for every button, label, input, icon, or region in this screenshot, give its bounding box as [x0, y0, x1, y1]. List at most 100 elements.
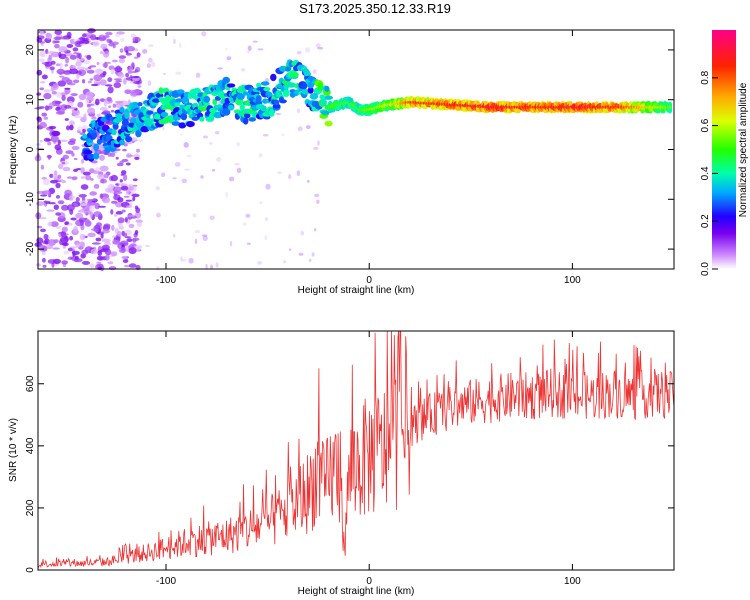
spectrogram-cell — [60, 230, 66, 238]
spectrogram-cell — [55, 195, 61, 199]
spectrogram-cell — [90, 178, 94, 181]
spectrogram-cell — [73, 109, 80, 116]
spectrogram-cell — [116, 65, 121, 70]
spectrogram-cell — [86, 138, 94, 144]
snr-series-line — [37, 330, 675, 569]
spectrogram-cell — [126, 205, 133, 209]
spectrogram-cell — [115, 201, 124, 208]
spectrogram-cell — [74, 115, 82, 118]
spectrogram-cell — [146, 110, 154, 115]
spectrogram-cell — [277, 171, 282, 174]
spectrogram-cell — [201, 31, 207, 37]
spectrogram-cell — [114, 116, 123, 122]
spectrogram-cell — [135, 219, 143, 223]
chart-title: S173.2025.350.12.33.R19 — [299, 1, 451, 16]
spectrogram-cell — [76, 66, 86, 70]
spectrogram-cell — [668, 105, 672, 109]
spectrogram-cell — [282, 89, 290, 97]
spectrogram-cell — [99, 107, 108, 111]
spectrogram-cell — [260, 81, 270, 86]
spectrogram-cell — [115, 156, 119, 160]
spectrogram-cell — [73, 258, 83, 263]
spectrogram-cell — [134, 156, 140, 160]
spectrogram-cell — [128, 214, 136, 218]
spectrogram-cell — [41, 112, 47, 117]
spectrogram-cell — [64, 189, 72, 197]
spectrogram-cell — [125, 46, 135, 52]
spectrogram-cell — [128, 247, 137, 255]
spectrogram-y-tick-label: 20 — [25, 44, 36, 56]
spectrogram-cell — [80, 43, 87, 46]
spectrogram-cell — [255, 95, 262, 103]
spectrogram-cell — [131, 76, 140, 79]
spectrogram-cell — [45, 138, 52, 142]
spectrogram-cell — [65, 150, 74, 155]
spectrogram-cell — [57, 200, 65, 205]
spectrogram-cell — [54, 144, 62, 151]
spectrogram-cell — [277, 83, 283, 89]
spectrogram-cell — [82, 128, 86, 133]
spectrogram-cell — [47, 57, 52, 63]
spectrogram-cell — [61, 94, 66, 101]
spectrogram-cell — [115, 104, 121, 108]
spectrogram-cell — [110, 209, 114, 215]
spectrogram-cell — [258, 153, 263, 158]
spectrogram-cell — [82, 33, 87, 38]
spectrogram-cell — [85, 67, 89, 72]
spectrogram-cell — [47, 259, 57, 264]
spectrogram-cell — [160, 111, 169, 118]
spectrogram-cell — [65, 56, 70, 64]
spectrogram-cell — [55, 225, 62, 230]
spectrogram-cell — [87, 80, 92, 84]
spectrogram-cell — [112, 235, 117, 238]
spectrogram-cell — [39, 50, 46, 58]
spectrogram-cell — [83, 60, 90, 65]
spectrogram-cell — [95, 167, 100, 172]
spectrogram-cell — [181, 178, 188, 184]
spectrogram-cell — [89, 263, 95, 269]
spectrogram-cell — [284, 66, 291, 72]
colorbar-tick-label: 0.0 — [700, 262, 711, 276]
spectrogram-cell — [98, 34, 106, 42]
spectrogram-cell — [59, 36, 69, 40]
spectrogram-cell — [311, 252, 315, 257]
spectrogram-cell — [103, 100, 107, 107]
spectrogram-cell — [85, 174, 92, 181]
spectrogram-cell — [105, 31, 113, 36]
spectrogram-cell — [43, 200, 51, 203]
spectrogram-cell — [245, 213, 251, 218]
spectrogram-cell — [47, 239, 57, 246]
spectrogram-cell — [119, 222, 124, 229]
spectrogram-cell — [161, 172, 166, 178]
spectrogram-cell — [92, 152, 100, 160]
snr-y-ticks: 0 200 400 600 — [25, 375, 674, 573]
spectrogram-cell — [324, 85, 330, 92]
spectrogram-cell — [47, 154, 51, 160]
spectrogram-cell — [103, 173, 109, 179]
spectrogram-cell — [106, 96, 112, 102]
spectrogram-cell — [86, 103, 95, 107]
spectrogram-cell — [73, 52, 78, 55]
spectrogram-cell — [117, 73, 125, 79]
spectrogram-cell — [324, 95, 333, 100]
spectrogram-cell — [312, 69, 317, 75]
spectrogram-cell — [115, 33, 120, 37]
spectrogram-cell — [125, 52, 132, 56]
spectrogram-cell — [111, 129, 117, 136]
spectrogram-cell — [119, 106, 125, 113]
spectrogram-cell — [80, 203, 87, 207]
colorbar — [712, 30, 736, 269]
spectrogram-cell — [140, 126, 150, 133]
spectrogram-cell — [119, 48, 124, 53]
spectrogram-cell — [70, 217, 77, 221]
spectrogram-cell — [134, 230, 139, 235]
spectrogram-cell — [66, 31, 72, 38]
spectrogram-cell — [69, 54, 77, 60]
spectrogram-cell — [36, 237, 44, 244]
spectrogram-cell — [89, 78, 94, 81]
spectrogram-cell — [316, 199, 320, 204]
spectrogram-y-tick-label: 0 — [25, 146, 36, 152]
spectrogram-cell — [64, 105, 72, 109]
spectrogram-cell — [121, 170, 127, 175]
